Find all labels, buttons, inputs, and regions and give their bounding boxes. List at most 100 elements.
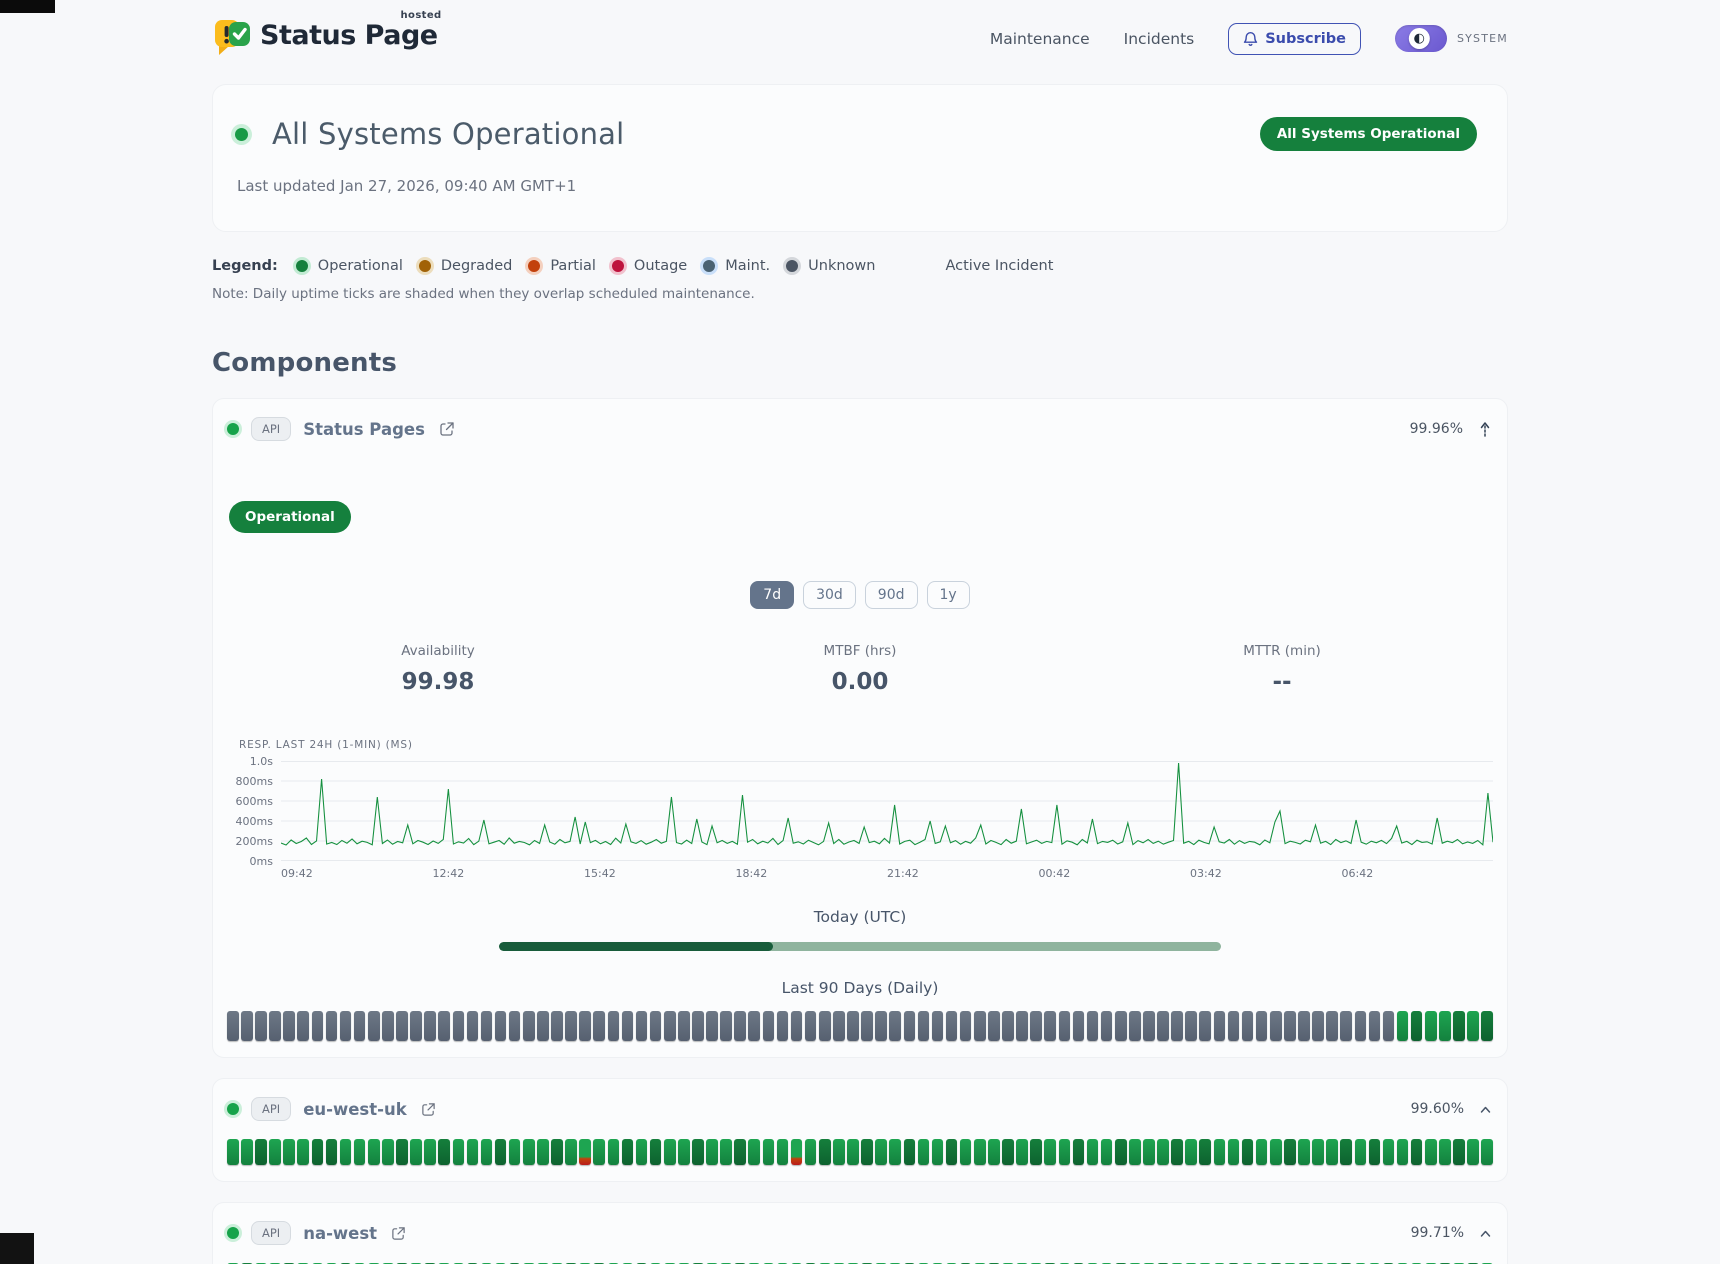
uptime-day-tick[interactable] (1185, 1011, 1197, 1041)
uptime-day-tick[interactable] (833, 1139, 845, 1165)
uptime-day-tick[interactable] (1424, 1139, 1437, 1165)
uptime-day-tick[interactable] (480, 1139, 493, 1165)
uptime-day-tick[interactable] (607, 1139, 620, 1165)
collapse-icon[interactable] (1477, 419, 1493, 439)
range-button-30d[interactable]: 30d (803, 581, 856, 609)
uptime-day-tick[interactable] (537, 1139, 549, 1165)
uptime-day-tick[interactable] (776, 1139, 789, 1165)
uptime-day-tick[interactable] (706, 1011, 718, 1041)
uptime-day-tick[interactable] (255, 1011, 267, 1041)
uptime-day-tick[interactable] (1481, 1139, 1493, 1165)
uptime-day-tick[interactable] (1213, 1011, 1226, 1041)
uptime-day-tick[interactable] (988, 1139, 1000, 1165)
uptime-day-tick[interactable] (903, 1139, 916, 1165)
uptime-day-tick[interactable] (776, 1011, 789, 1041)
uptime-day-tick[interactable] (297, 1139, 310, 1165)
uptime-day-tick[interactable] (847, 1139, 859, 1165)
external-link-icon[interactable] (391, 1226, 406, 1241)
uptime-day-tick[interactable] (494, 1139, 507, 1165)
uptime-day-tick[interactable] (720, 1011, 732, 1041)
uptime-day-tick[interactable] (861, 1139, 873, 1165)
uptime-day-tick[interactable] (438, 1139, 450, 1165)
uptime-day-tick[interactable] (508, 1139, 521, 1165)
uptime-day-tick[interactable] (1298, 1011, 1310, 1041)
brand-logo[interactable]: Status Page hosted (212, 10, 441, 62)
uptime-day-tick[interactable] (1185, 1139, 1197, 1165)
uptime-day-tick[interactable] (607, 1011, 620, 1041)
uptime-day-tick[interactable] (1016, 1139, 1028, 1165)
uptime-day-tick[interactable] (847, 1011, 859, 1041)
uptime-day-tick[interactable] (311, 1011, 324, 1041)
uptime-day-tick[interactable] (734, 1011, 746, 1041)
uptime-day-tick[interactable] (762, 1139, 775, 1165)
uptime-day-tick[interactable] (663, 1139, 676, 1165)
uptime-day-tick[interactable] (621, 1139, 634, 1165)
uptime-day-tick[interactable] (1269, 1139, 1282, 1165)
theme-toggle[interactable]: ◐ (1394, 25, 1447, 52)
uptime-day-tick[interactable] (494, 1011, 507, 1041)
uptime-day-tick[interactable] (945, 1011, 958, 1041)
uptime-day-tick[interactable] (466, 1139, 479, 1165)
uptime-day-tick[interactable] (1298, 1139, 1310, 1165)
uptime-day-tick[interactable] (1199, 1011, 1212, 1041)
uptime-day-tick[interactable] (988, 1011, 1000, 1041)
uptime-day-tick[interactable] (1100, 1139, 1113, 1165)
range-button-90d[interactable]: 90d (864, 581, 918, 609)
uptime-day-tick[interactable] (1044, 1139, 1057, 1165)
uptime-day-tick[interactable] (875, 1139, 887, 1165)
uptime-day-tick[interactable] (565, 1011, 577, 1041)
uptime-day-tick[interactable] (537, 1011, 549, 1041)
uptime-day-tick[interactable] (1157, 1139, 1169, 1165)
uptime-day-tick[interactable] (621, 1011, 634, 1041)
uptime-day-tick[interactable] (1340, 1139, 1352, 1165)
uptime-day-tick[interactable] (818, 1011, 831, 1041)
uptime-day-tick[interactable] (353, 1139, 366, 1165)
uptime-day-tick[interactable] (1354, 1139, 1367, 1165)
uptime-day-tick[interactable] (973, 1139, 986, 1165)
uptime-day-tick[interactable] (762, 1011, 775, 1041)
uptime-day-tick[interactable] (1284, 1139, 1296, 1165)
range-button-1y[interactable]: 1y (926, 581, 970, 609)
uptime-day-tick[interactable] (1453, 1011, 1465, 1041)
uptime-day-tick[interactable] (283, 1139, 295, 1165)
uptime-day-tick[interactable] (339, 1011, 352, 1041)
nav-link-maintenance[interactable]: Maintenance (989, 29, 1090, 48)
range-button-7d[interactable]: 7d (750, 581, 795, 609)
uptime-day-tick[interactable] (1241, 1011, 1254, 1041)
uptime-day-tick[interactable] (353, 1011, 366, 1041)
uptime-day-tick[interactable] (452, 1011, 465, 1041)
uptime-day-tick[interactable] (1410, 1011, 1423, 1041)
uptime-day-tick[interactable] (367, 1139, 380, 1165)
uptime-day-tick[interactable] (1326, 1139, 1338, 1165)
uptime-day-tick[interactable] (424, 1139, 436, 1165)
uptime-day-tick[interactable] (1143, 1011, 1155, 1041)
uptime-day-tick[interactable] (1129, 1011, 1141, 1041)
uptime-day-tick[interactable] (438, 1011, 450, 1041)
uptime-day-tick[interactable] (917, 1139, 930, 1165)
uptime-day-tick[interactable] (241, 1139, 253, 1165)
uptime-day-tick[interactable] (1467, 1011, 1479, 1041)
uptime-day-tick[interactable] (1410, 1139, 1423, 1165)
uptime-day-tick[interactable] (382, 1011, 394, 1041)
uptime-day-tick[interactable] (1086, 1011, 1099, 1041)
uptime-day-tick[interactable] (410, 1011, 422, 1041)
uptime-day-tick[interactable] (720, 1139, 732, 1165)
uptime-day-tick[interactable] (649, 1011, 662, 1041)
uptime-day-tick[interactable] (382, 1139, 394, 1165)
uptime-day-tick[interactable] (818, 1139, 831, 1165)
uptime-day-tick[interactable] (1171, 1139, 1183, 1165)
uptime-day-tick[interactable] (1002, 1139, 1014, 1165)
uptime-day-tick[interactable] (833, 1011, 845, 1041)
uptime-day-tick[interactable] (227, 1011, 239, 1041)
uptime-day-tick[interactable] (325, 1139, 338, 1165)
uptime-day-tick[interactable] (1030, 1139, 1042, 1165)
uptime-day-tick[interactable] (931, 1139, 944, 1165)
uptime-day-tick[interactable] (241, 1011, 253, 1041)
uptime-day-tick[interactable] (522, 1011, 535, 1041)
uptime-day-tick[interactable] (790, 1011, 803, 1041)
uptime-day-tick[interactable] (269, 1011, 281, 1041)
uptime-day-tick[interactable] (311, 1139, 324, 1165)
uptime-day-tick[interactable] (889, 1011, 901, 1041)
uptime-day-tick[interactable] (1114, 1139, 1127, 1165)
uptime-day-tick[interactable] (1058, 1139, 1071, 1165)
